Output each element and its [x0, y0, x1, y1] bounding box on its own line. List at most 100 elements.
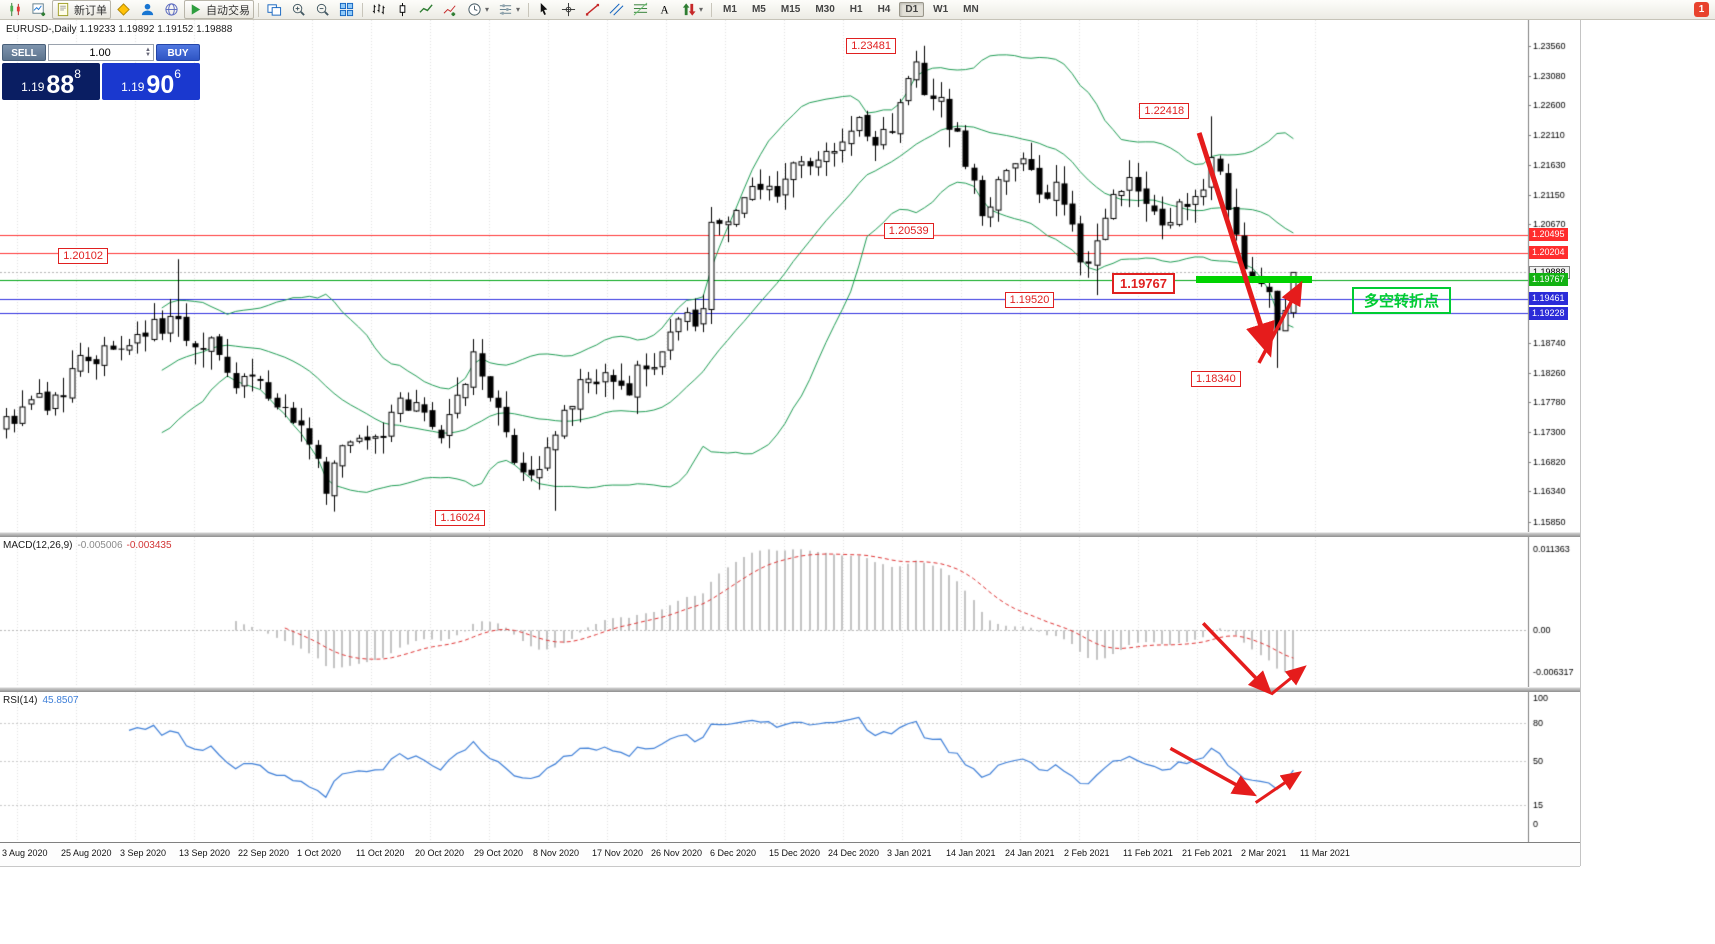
timeframe-d1[interactable]: D1 [899, 2, 925, 17]
market-watch-icon[interactable] [112, 0, 135, 19]
new-order-button[interactable]: 新订单 [52, 0, 111, 19]
volume-input[interactable]: 1.00 ▲ ▼ [48, 44, 154, 61]
price-callout-1.18340[interactable]: 1.18340 [1191, 370, 1241, 387]
toolbar-separator [528, 2, 530, 17]
tile-icon [339, 2, 354, 17]
time-label: 2 Feb 2021 [1064, 848, 1110, 858]
price-callout-1.19520[interactable]: 1.19520 [1004, 292, 1055, 309]
dropdown-caret-icon: ▾ [699, 5, 704, 14]
fibonacci-icon[interactable] [629, 0, 652, 19]
cascade-icon [267, 2, 282, 17]
zoom-out-icon [315, 2, 330, 17]
time-axis[interactable]: 3 Aug 2020 25 Aug 2020 3 Sep 2020 13 Sep 20… [0, 842, 1580, 867]
time-label: 26 Nov 2020 [651, 848, 703, 858]
zoom-in-icon [291, 2, 306, 17]
zoom-out-icon[interactable] [311, 0, 334, 19]
macd-panel-canvas[interactable] [0, 537, 1580, 687]
spinner-up-icon[interactable]: ▲ [145, 46, 151, 53]
chart-icon[interactable] [4, 0, 27, 19]
candles-icon [8, 2, 23, 17]
time-label: 11 Oct 2020 [356, 848, 405, 858]
time-label: 25 Aug 2020 [61, 848, 112, 858]
trendline-icon [585, 2, 600, 17]
crosshair-icon[interactable] [557, 0, 580, 19]
timeframe-h4[interactable]: H4 [877, 4, 891, 15]
svg-text:A: A [660, 4, 669, 16]
volume-value: 1.00 [89, 46, 111, 59]
timeframe-h1[interactable]: H1 [849, 4, 863, 15]
time-label: 8 Nov 2020 [533, 848, 580, 858]
terminal-icon[interactable] [160, 0, 183, 19]
clock-icon [467, 2, 482, 17]
new-window-icon[interactable] [263, 0, 286, 19]
macd-main-value: -0.005006 [77, 540, 123, 551]
channel-icon[interactable] [605, 0, 628, 19]
arrows-icon [681, 2, 696, 17]
settings-icon [498, 2, 513, 17]
spinner-down-icon[interactable]: ▼ [145, 51, 151, 58]
sell-price-pips: 88 [46, 71, 75, 99]
zoom-in-icon[interactable] [287, 0, 310, 19]
main-chart-canvas[interactable] [0, 20, 1580, 532]
timeframe-m30[interactable]: M30 [815, 4, 835, 15]
timeframe-m5[interactable]: M5 [751, 4, 766, 15]
price-callout-1.16024[interactable]: 1.16024 [435, 509, 486, 526]
cursor-icon[interactable] [533, 0, 556, 19]
sell-button[interactable]: SELL [2, 44, 46, 61]
autotrading-button[interactable]: 自动交易 [184, 0, 254, 19]
ind-plus-icon [443, 2, 458, 17]
support-highlight-bar[interactable] [1196, 275, 1312, 283]
price-callout-1.20102[interactable]: 1.20102 [58, 248, 108, 265]
arrows-tool-icon[interactable]: ▾ [677, 0, 707, 19]
periods-icon[interactable]: ▾ [463, 0, 493, 19]
text-tool-icon[interactable]: A [653, 0, 676, 19]
time-label: 13 Sep 2020 [179, 848, 231, 858]
time-label: 3 Sep 2020 [120, 848, 167, 858]
buy-price[interactable]: 1.19 90 6 [102, 63, 200, 100]
price-callout-1.23481[interactable]: 1.23481 [846, 37, 896, 54]
timeframe-w1[interactable]: W1 [933, 4, 949, 15]
play-icon [188, 2, 203, 17]
timeframe-m15[interactable]: M15 [780, 4, 801, 15]
volume-spinner[interactable]: ▲ ▼ [145, 46, 151, 58]
macd-signal-value: -0.003435 [126, 540, 172, 551]
candle-chart-type-icon[interactable] [391, 0, 414, 19]
alert-badge[interactable]: 1 [1694, 2, 1709, 17]
trendline-icon[interactable] [581, 0, 604, 19]
price-callout-1.20539[interactable]: 1.20539 [883, 223, 934, 240]
tile-windows-icon[interactable] [335, 0, 358, 19]
rsi-value: 45.8507 [42, 695, 79, 706]
time-label: 1 Oct 2020 [297, 848, 342, 858]
price-callout-1.19767[interactable]: 1.19767 [1112, 272, 1175, 294]
bar-chart-type-icon[interactable] [367, 0, 390, 19]
annotation-note[interactable]: 多空转折点 [1352, 287, 1452, 314]
timeframe-m1[interactable]: M1 [723, 4, 737, 15]
templates-icon[interactable]: ▾ [494, 0, 524, 19]
rsi-panel-canvas[interactable] [0, 692, 1580, 842]
time-label: 15 Dec 2020 [769, 848, 821, 858]
time-label: 24 Jan 2021 [1005, 848, 1055, 858]
time-label: 20 Oct 2020 [415, 848, 465, 858]
toolbar-separator [362, 2, 363, 17]
buy-button[interactable]: BUY [156, 44, 200, 61]
navigator-icon[interactable] [136, 0, 159, 19]
price-callout-1.22418[interactable]: 1.22418 [1139, 103, 1190, 120]
toolbar: 新订单 自动交易 ▾ ▾ A ▾ M1 M5 M15 M30 H1 H4 D1 W1 MN 1 [0, 0, 1715, 20]
one-click-trading-panel: SELL 1.00 ▲ ▼ BUY 1.19 88 8 1.19 90 6 [2, 44, 200, 100]
profile-icon[interactable] [28, 0, 51, 19]
time-label: 29 Oct 2020 [474, 848, 524, 858]
time-label: 17 Nov 2020 [592, 848, 644, 858]
new-order-button-label: 新订单 [74, 4, 107, 17]
timeframe-mn[interactable]: MN [963, 4, 979, 15]
panel-separator[interactable] [0, 532, 1580, 537]
chart-window-border [1580, 20, 1581, 866]
line-chart-type-icon[interactable] [415, 0, 438, 19]
price-tag-1.20204: 1.20204 [1529, 246, 1568, 260]
panel-separator[interactable] [0, 687, 1580, 692]
sell-price[interactable]: 1.19 88 8 [2, 63, 100, 100]
add-indicator-icon[interactable] [439, 0, 462, 19]
time-label: 11 Feb 2021 [1123, 848, 1173, 858]
time-label: 24 Dec 2020 [828, 848, 880, 858]
text-icon: A [657, 2, 672, 17]
dropdown-caret-icon: ▾ [516, 5, 521, 14]
